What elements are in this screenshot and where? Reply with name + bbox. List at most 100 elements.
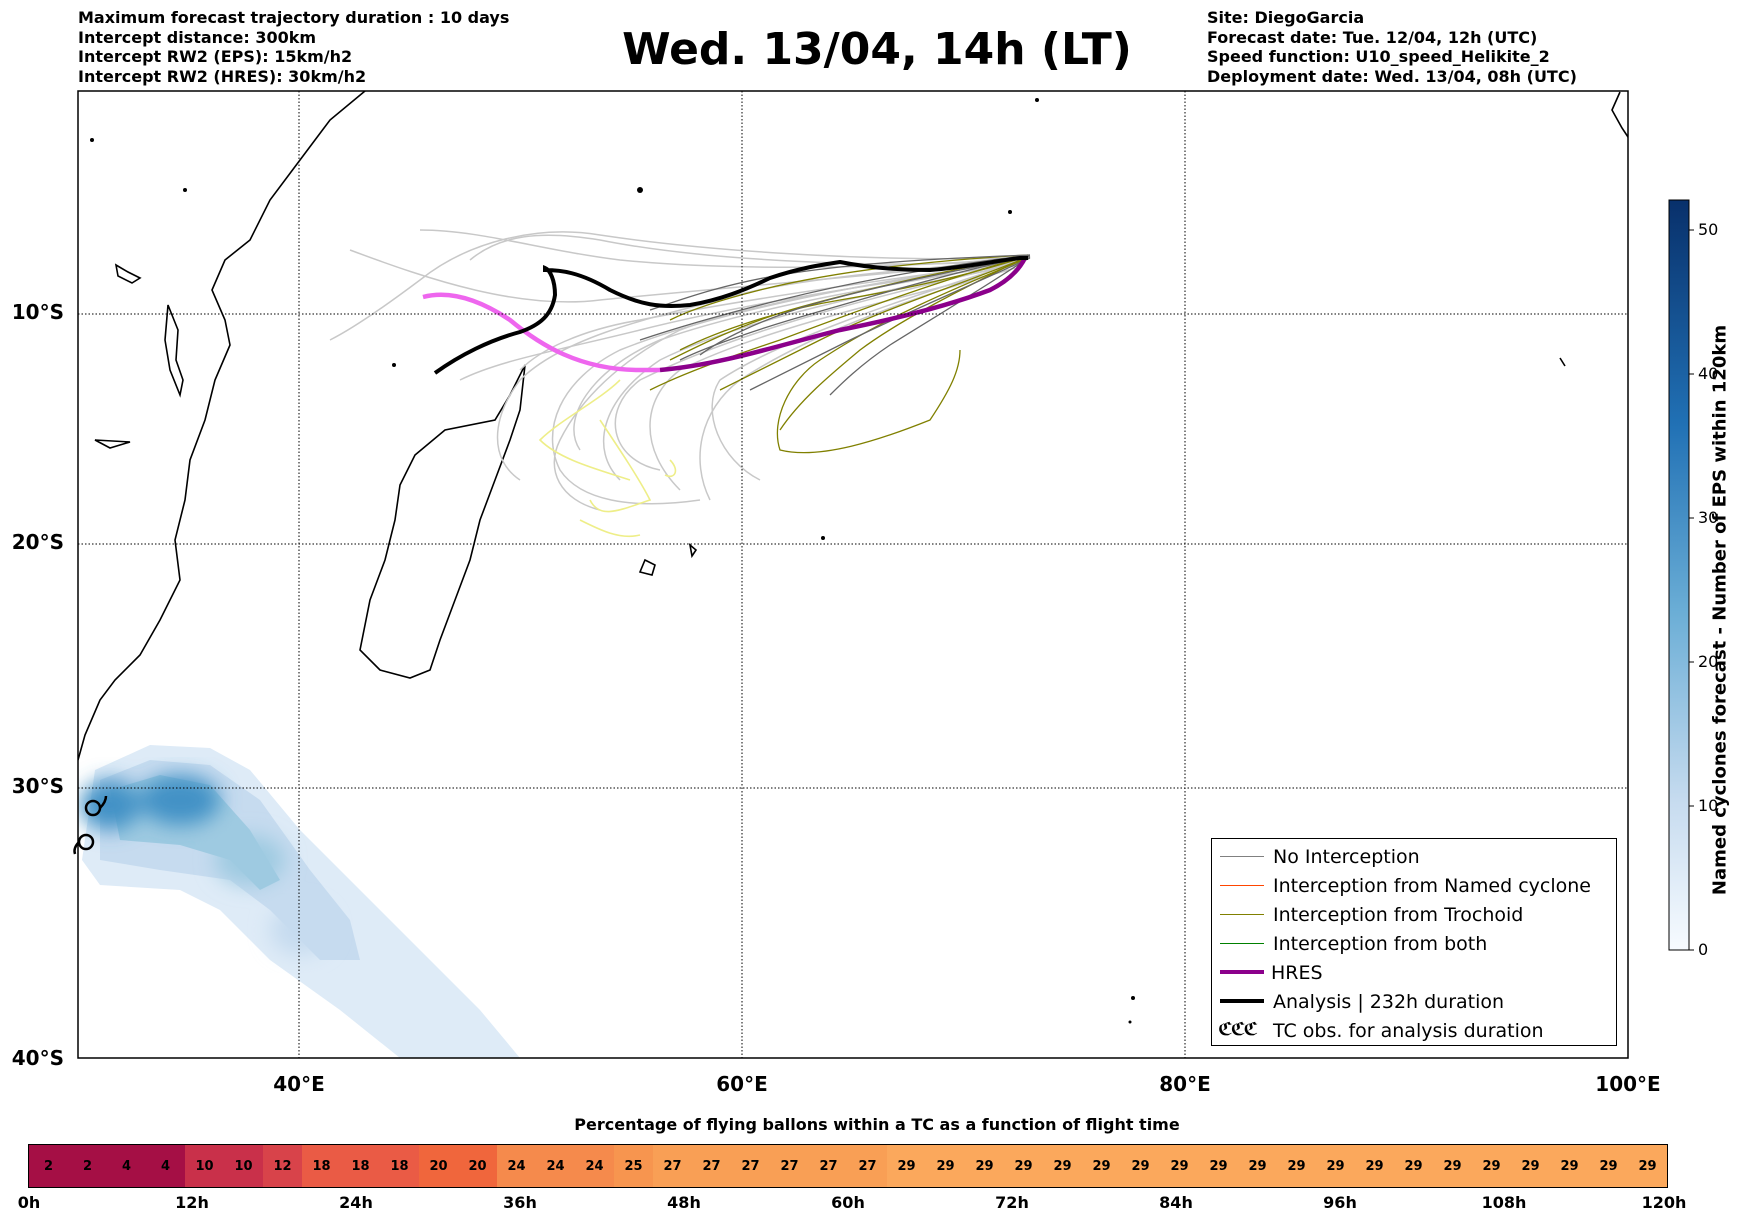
legend-item-named-cyclone: Interception from Named cyclone <box>1212 873 1616 899</box>
header-left-line: Intercept distance: 300km <box>78 27 317 47</box>
percentage-cell: 2 <box>68 1145 107 1187</box>
colorbar-tick: 50 <box>1698 220 1719 239</box>
percentage-time-label: 72h <box>995 1193 1029 1212</box>
colorbar <box>1668 199 1690 951</box>
percentage-cell: 2 <box>29 1145 68 1187</box>
colorbar-tick: 40 <box>1698 364 1719 383</box>
header-right-line: Site: DiegoGarcia <box>1207 8 1365 27</box>
map-frame <box>77 90 1629 1059</box>
colorbar-tick: 20 <box>1698 652 1719 671</box>
map-legend: No Interception Interception from Named … <box>1211 838 1617 1046</box>
trajectories-trochoid <box>649 254 1029 454</box>
colorbar-tick: 10 <box>1698 796 1719 815</box>
percentage-cell: 29 <box>926 1145 965 1187</box>
percentage-cell: 27 <box>692 1145 731 1187</box>
percentage-cell: 29 <box>1277 1145 1316 1187</box>
percentage-cell: 10 <box>224 1145 263 1187</box>
header-left-line: Maximum forecast trajectory duration : 1… <box>78 8 510 27</box>
legend-swatch <box>1220 914 1264 915</box>
graticule <box>78 91 1628 1058</box>
main-title: Wed. 13/04, 14h (LT) <box>622 24 1132 75</box>
legend-item-no-interception: No Interception <box>1212 844 1616 870</box>
percentage-cell: 29 <box>1589 1145 1628 1187</box>
percentage-time-label: 96h <box>1323 1193 1357 1212</box>
lon-label-60e: 60°E <box>716 1072 768 1096</box>
percentage-cell: 29 <box>1238 1145 1277 1187</box>
trajectories-no-interception <box>639 254 1031 396</box>
legend-item-tc-obs: ℭℭℭ TC obs. for analysis duration <box>1212 1018 1616 1044</box>
legend-item-trochoid: Interception from Trochoid <box>1212 902 1616 928</box>
lat-label-20s: 20°S <box>11 530 64 554</box>
percentage-cell: 29 <box>965 1145 1004 1187</box>
percentage-time-label: 120h <box>1641 1193 1687 1212</box>
lat-label-10s: 10°S <box>11 300 64 324</box>
legend-item-analysis: Analysis | 232h duration <box>1212 989 1616 1015</box>
percentage-cell: 29 <box>1628 1145 1667 1187</box>
percentage-cell: 24 <box>575 1145 614 1187</box>
percentage-time-label: 108h <box>1481 1193 1527 1212</box>
lon-label-100e: 100°E <box>1595 1072 1661 1096</box>
legend-item-both: Interception from both <box>1212 931 1616 957</box>
legend-item-hres: HRES <box>1212 960 1616 986</box>
header-left-info: Maximum forecast trajectory duration : 1… <box>78 8 509 86</box>
trajectories-yellow <box>538 379 677 538</box>
legend-label: Interception from both <box>1273 933 1488 955</box>
percentage-cell: 20 <box>458 1145 497 1187</box>
percentage-cell: 29 <box>1043 1145 1082 1187</box>
percentage-cell: 4 <box>146 1145 185 1187</box>
percentage-cell: 29 <box>887 1145 926 1187</box>
percentage-cell: 29 <box>1082 1145 1121 1187</box>
legend-label: Interception from Named cyclone <box>1273 875 1591 897</box>
percentage-cell: 24 <box>497 1145 536 1187</box>
percentage-title: Percentage of flying ballons within a TC… <box>574 1115 1180 1134</box>
legend-swatch <box>1220 943 1264 944</box>
percentage-cell: 29 <box>1004 1145 1043 1187</box>
analysis-track <box>433 256 1028 375</box>
percentage-cell: 29 <box>1472 1145 1511 1187</box>
percentage-cell: 29 <box>1511 1145 1550 1187</box>
percentage-cell: 27 <box>848 1145 887 1187</box>
legend-label: TC obs. for analysis duration <box>1273 1020 1544 1042</box>
header-left-line: Intercept RW2 (HRES): 30km/h2 <box>78 66 367 86</box>
percentage-cell: 24 <box>536 1145 575 1187</box>
percentage-cell: 27 <box>809 1145 848 1187</box>
percentage-cell: 10 <box>185 1145 224 1187</box>
legend-swatch <box>1220 885 1264 886</box>
hres-early-track <box>422 292 660 373</box>
percentage-cell: 29 <box>1355 1145 1394 1187</box>
tc-observations <box>73 795 108 855</box>
header-right-line: Deployment date: Wed. 13/04, 08h (UTC) <box>1207 66 1577 86</box>
percentage-cell: 29 <box>1199 1145 1238 1187</box>
legend-label: HRES <box>1271 962 1323 984</box>
colorbar-ticks <box>1689 229 1694 951</box>
colorbar-tick: 30 <box>1698 508 1719 527</box>
percentage-cell: 29 <box>1121 1145 1160 1187</box>
percentage-cell: 18 <box>302 1145 341 1187</box>
lon-label-80e: 80°E <box>1159 1072 1211 1096</box>
percentage-time-label: 84h <box>1159 1193 1193 1212</box>
legend-swatch <box>1220 856 1264 857</box>
percentage-time-label: 60h <box>831 1193 865 1212</box>
percentage-cell: 27 <box>653 1145 692 1187</box>
percentage-cell: 20 <box>419 1145 458 1187</box>
header-right-line: Forecast date: Tue. 12/04, 12h (UTC) <box>1207 27 1538 47</box>
percentage-cell: 12 <box>263 1145 302 1187</box>
legend-swatch <box>1220 999 1264 1003</box>
lat-label-40s: 40°S <box>11 1046 64 1070</box>
colorbar-tick: 0 <box>1698 940 1709 959</box>
percentage-bar: 2 2 4 4 10 10 12 18 18 18 20 20 24 24 24 25 27 27 27 27 27 27… <box>28 1144 1668 1188</box>
percentage-cell: 29 <box>1550 1145 1589 1187</box>
percentage-cell: 4 <box>107 1145 146 1187</box>
lat-label-30s: 30°S <box>11 774 64 798</box>
header-right-info: Site: DiegoGarcia Forecast date: Tue. 12… <box>1207 8 1577 86</box>
legend-label: Interception from Trochoid <box>1273 904 1524 926</box>
percentage-cell: 27 <box>731 1145 770 1187</box>
percentage-time-label: 0h <box>17 1193 41 1212</box>
header-right-line: Speed function: U10_speed_Helikite_2 <box>1207 47 1550 66</box>
percentage-cell: 29 <box>1160 1145 1199 1187</box>
percentage-cell: 27 <box>770 1145 809 1187</box>
percentage-cell: 29 <box>1316 1145 1355 1187</box>
percentage-time-label: 36h <box>503 1193 537 1212</box>
tc-symbol-icon: ℭℭℭ <box>1218 1019 1258 1040</box>
